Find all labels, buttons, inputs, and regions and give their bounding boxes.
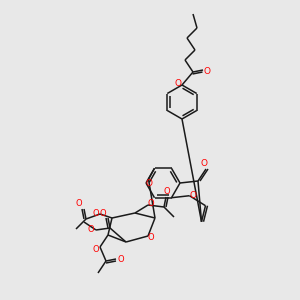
Text: O: O [88,226,94,235]
Text: O: O [76,200,82,208]
Text: O: O [164,188,170,196]
Text: O: O [148,233,154,242]
Text: O: O [100,208,106,217]
Text: O: O [145,179,152,188]
Text: O: O [175,80,182,88]
Text: O: O [93,208,99,217]
Text: O: O [200,160,208,169]
Text: O: O [93,245,99,254]
Text: O: O [118,254,124,263]
Text: O: O [148,200,154,208]
Text: O: O [203,67,211,76]
Text: O: O [189,191,196,200]
